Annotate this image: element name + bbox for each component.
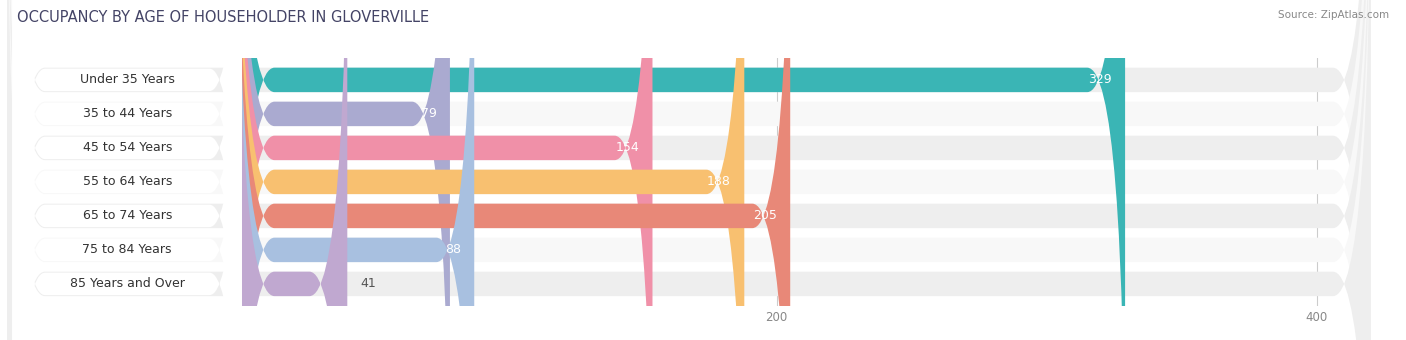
Text: 35 to 44 Years: 35 to 44 Years <box>83 107 172 120</box>
FancyBboxPatch shape <box>236 0 744 340</box>
Text: 55 to 64 Years: 55 to 64 Years <box>83 175 172 188</box>
FancyBboxPatch shape <box>13 0 242 340</box>
FancyBboxPatch shape <box>13 0 242 340</box>
FancyBboxPatch shape <box>7 0 1371 340</box>
FancyBboxPatch shape <box>236 0 347 340</box>
Text: 41: 41 <box>361 277 377 290</box>
FancyBboxPatch shape <box>236 0 450 340</box>
Text: Source: ZipAtlas.com: Source: ZipAtlas.com <box>1278 10 1389 20</box>
FancyBboxPatch shape <box>7 0 1371 340</box>
FancyBboxPatch shape <box>236 0 790 340</box>
FancyBboxPatch shape <box>236 0 652 340</box>
Text: 75 to 84 Years: 75 to 84 Years <box>83 243 172 256</box>
Text: 88: 88 <box>444 243 461 256</box>
FancyBboxPatch shape <box>236 0 474 340</box>
FancyBboxPatch shape <box>7 0 1371 340</box>
Text: OCCUPANCY BY AGE OF HOUSEHOLDER IN GLOVERVILLE: OCCUPANCY BY AGE OF HOUSEHOLDER IN GLOVE… <box>17 10 429 25</box>
FancyBboxPatch shape <box>7 0 1371 340</box>
FancyBboxPatch shape <box>13 0 242 340</box>
Text: 188: 188 <box>707 175 731 188</box>
FancyBboxPatch shape <box>7 0 1371 340</box>
FancyBboxPatch shape <box>13 0 242 340</box>
FancyBboxPatch shape <box>13 0 242 340</box>
Text: 205: 205 <box>752 209 776 222</box>
FancyBboxPatch shape <box>13 0 242 340</box>
Text: 45 to 54 Years: 45 to 54 Years <box>83 141 172 154</box>
Text: 85 Years and Over: 85 Years and Over <box>70 277 184 290</box>
Text: 154: 154 <box>616 141 638 154</box>
Text: Under 35 Years: Under 35 Years <box>80 73 174 86</box>
Text: 79: 79 <box>420 107 436 120</box>
Text: 65 to 74 Years: 65 to 74 Years <box>83 209 172 222</box>
FancyBboxPatch shape <box>7 0 1371 340</box>
Text: 329: 329 <box>1088 73 1112 86</box>
FancyBboxPatch shape <box>7 0 1371 340</box>
FancyBboxPatch shape <box>13 0 242 340</box>
FancyBboxPatch shape <box>236 0 1125 340</box>
